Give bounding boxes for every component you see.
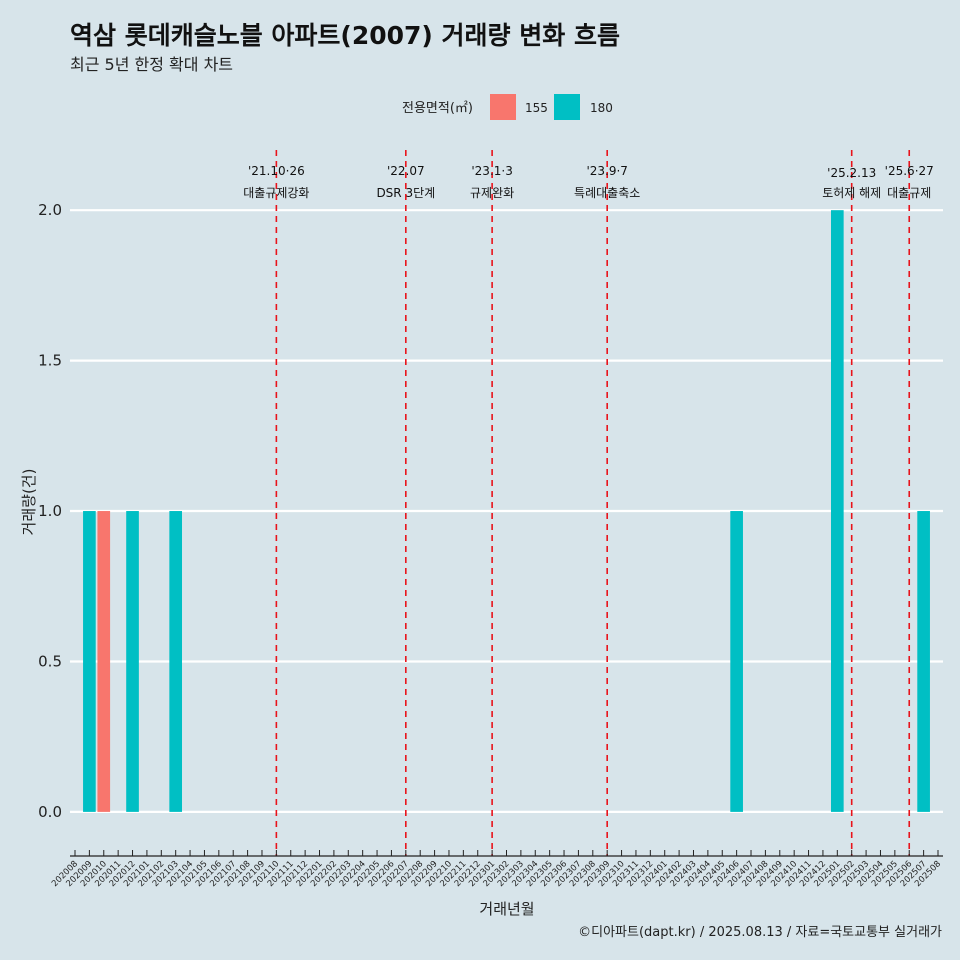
event-name-label: 토허제 해제 [822, 186, 881, 200]
event-name-label: 대출규제강화 [243, 186, 309, 200]
bar [730, 511, 743, 812]
event-name-label: 대출규제 [887, 186, 931, 200]
bars [83, 210, 930, 812]
bar [97, 511, 111, 812]
legend-swatch-155 [490, 94, 516, 120]
legend-label-180: 180 [590, 101, 613, 115]
bar [169, 511, 183, 812]
event-lines: '21.10·26 대출규제강화 '22.07 DSR 3단계 '23.1·3 규제완화 '… [243, 150, 934, 856]
event-name-label: 규제완화 [470, 186, 514, 200]
y-tick-label: 0.0 [38, 803, 62, 821]
chart-subtitle: 최근 5년 한정 확대 차트 [70, 55, 233, 74]
event-date-label: '25.6·27 [885, 164, 934, 178]
y-axis-title: 거래량(건) [20, 469, 38, 536]
y-tick-label: 0.5 [38, 652, 62, 670]
legend: 전용면적(㎡) 155 180 [402, 94, 613, 120]
legend-swatch-180 [554, 94, 580, 120]
event-date-label: '21.10·26 [248, 164, 305, 178]
y-axis-ticks: 0.0 0.5 1.0 1.5 2.0 [38, 201, 62, 821]
chart-title: 역삼 롯데캐슬노블 아파트(2007) 거래량 변화 흐름 [70, 21, 620, 50]
y-tick-label: 2.0 [38, 201, 62, 219]
x-axis: 2020082020092020102020112020122021012021… [50, 850, 943, 889]
caption: ©디아파트(dapt.kr) / 2025.08.13 / 자료=국토교통부 실… [578, 925, 942, 940]
legend-label-155: 155 [525, 101, 548, 115]
x-axis-title: 거래년월 [479, 900, 534, 918]
gridlines [70, 209, 943, 813]
event-date-label: '22.07 [387, 164, 425, 178]
event-date-label: '23.9·7 [586, 164, 627, 178]
bar [126, 511, 139, 812]
event-date-label: '23.1·3 [471, 164, 512, 178]
bar [830, 210, 844, 812]
bar [83, 511, 96, 812]
event-name-label: DSR 3단계 [376, 186, 435, 200]
y-tick-label: 1.5 [38, 352, 62, 370]
bar [917, 511, 930, 812]
event-date-label: '25.2.13 [827, 166, 876, 180]
legend-title: 전용면적(㎡) [402, 101, 473, 116]
y-tick-label: 1.0 [38, 502, 62, 520]
event-name-label: 특례대출축소 [574, 186, 640, 200]
